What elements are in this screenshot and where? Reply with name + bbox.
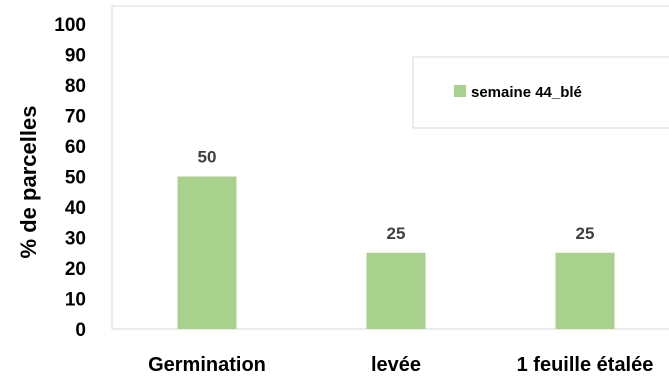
y-tick-label: 80 (65, 76, 86, 97)
x-category-label: Germination (148, 354, 266, 376)
data-labels: 50 25 25 (198, 148, 595, 243)
x-category-label: 1 feuille étalée (517, 354, 654, 376)
legend-swatch (454, 85, 466, 97)
bar (555, 252, 615, 329)
legend-label: semaine 44_blé (471, 84, 582, 101)
bars (177, 176, 615, 329)
y-tick-label: 0 (75, 320, 86, 341)
bar (177, 176, 237, 329)
data-label: 25 (576, 224, 595, 243)
y-axis-label: % de parcelles (16, 106, 41, 259)
y-tick-label: 100 (54, 15, 86, 36)
bar (366, 252, 426, 329)
y-tick-label: 50 (65, 168, 86, 189)
legend: semaine 44_blé (412, 56, 669, 129)
data-label: 25 (387, 224, 406, 243)
y-tick-label: 90 (65, 46, 86, 67)
x-axis-categories: Germination levée 1 feuille étalée (148, 354, 653, 376)
x-category-label: levée (371, 354, 421, 376)
y-tick-label: 10 (65, 290, 86, 311)
data-label: 50 (198, 148, 217, 167)
y-tick-label: 60 (65, 137, 86, 158)
y-tick-label: 20 (65, 259, 86, 280)
y-tick-label: 40 (65, 198, 86, 219)
y-axis-ticks: 0 10 20 30 40 50 60 70 80 90 100 (54, 15, 86, 341)
y-tick-label: 70 (65, 107, 86, 128)
y-tick-label: 30 (65, 229, 86, 250)
legend-box (412, 56, 669, 129)
